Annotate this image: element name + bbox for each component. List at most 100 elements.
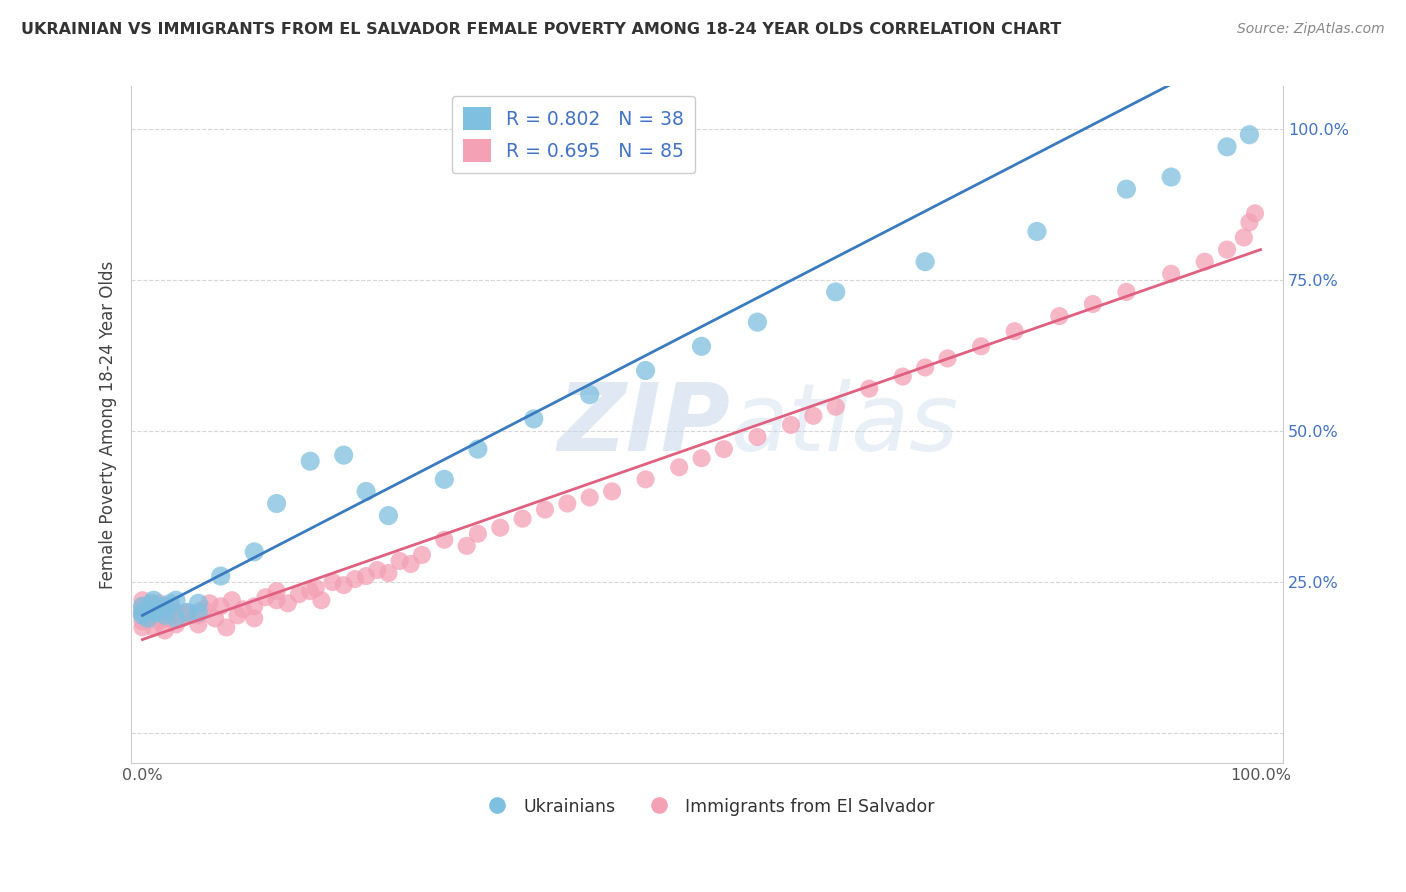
Point — [254, 591, 277, 605]
Point — [148, 596, 170, 610]
Point — [226, 608, 249, 623]
Point — [512, 511, 534, 525]
Point — [354, 569, 377, 583]
Point — [1216, 140, 1239, 154]
Point — [153, 602, 176, 616]
Text: atlas: atlas — [730, 379, 959, 470]
Point — [142, 620, 165, 634]
Point — [204, 611, 226, 625]
Point — [311, 593, 333, 607]
Y-axis label: Female Poverty Among 18-24 Year Olds: Female Poverty Among 18-24 Year Olds — [100, 260, 117, 589]
Point — [377, 508, 399, 523]
Point — [1233, 230, 1256, 244]
Point — [165, 617, 187, 632]
Point — [176, 605, 198, 619]
Point — [299, 584, 322, 599]
Point — [1115, 182, 1137, 196]
Text: UKRAINIAN VS IMMIGRANTS FROM EL SALVADOR FEMALE POVERTY AMONG 18-24 YEAR OLDS CO: UKRAINIAN VS IMMIGRANTS FROM EL SALVADOR… — [21, 22, 1062, 37]
Point — [634, 472, 657, 486]
Point — [634, 363, 657, 377]
Point — [1026, 224, 1049, 238]
Point — [187, 596, 209, 610]
Point — [970, 339, 993, 353]
Point — [1239, 215, 1261, 229]
Point — [399, 557, 422, 571]
Point — [277, 596, 299, 610]
Point — [243, 599, 266, 614]
Point — [1239, 128, 1261, 142]
Point — [824, 285, 846, 299]
Point — [176, 605, 198, 619]
Point — [1160, 267, 1182, 281]
Point — [165, 593, 187, 607]
Point — [914, 360, 936, 375]
Point — [690, 451, 713, 466]
Point — [266, 584, 288, 599]
Point — [433, 472, 456, 486]
Point — [232, 602, 254, 616]
Point — [165, 611, 187, 625]
Point — [467, 442, 489, 456]
Point — [136, 611, 159, 625]
Point — [187, 605, 209, 619]
Point — [170, 611, 193, 625]
Point — [411, 548, 433, 562]
Point — [148, 615, 170, 629]
Point — [343, 572, 366, 586]
Point — [131, 599, 153, 614]
Point — [1244, 206, 1267, 220]
Point — [489, 521, 512, 535]
Point — [578, 491, 600, 505]
Point — [801, 409, 824, 423]
Point — [159, 608, 181, 623]
Point — [243, 611, 266, 625]
Point — [332, 448, 354, 462]
Point — [131, 599, 153, 614]
Point — [1047, 309, 1070, 323]
Point — [198, 596, 221, 610]
Point — [209, 569, 232, 583]
Point — [193, 602, 215, 616]
Point — [153, 599, 176, 614]
Point — [780, 417, 803, 432]
Point — [266, 496, 288, 510]
Point — [1160, 169, 1182, 184]
Point — [153, 624, 176, 638]
Point — [914, 254, 936, 268]
Point — [388, 554, 411, 568]
Point — [578, 387, 600, 401]
Point — [1194, 254, 1216, 268]
Point — [176, 608, 198, 623]
Point — [824, 400, 846, 414]
Point — [713, 442, 735, 456]
Point — [165, 605, 187, 619]
Point — [145, 605, 167, 619]
Point — [936, 351, 959, 366]
Point — [534, 502, 557, 516]
Point — [131, 605, 153, 619]
Point — [891, 369, 914, 384]
Point — [131, 593, 153, 607]
Point — [1115, 285, 1137, 299]
Point — [136, 602, 159, 616]
Point — [1004, 324, 1026, 338]
Point — [690, 339, 713, 353]
Point — [266, 593, 288, 607]
Point — [858, 382, 880, 396]
Point — [142, 599, 165, 614]
Point — [187, 608, 209, 623]
Text: Source: ZipAtlas.com: Source: ZipAtlas.com — [1237, 22, 1385, 37]
Point — [377, 566, 399, 580]
Point — [523, 412, 546, 426]
Point — [1216, 243, 1239, 257]
Point — [1081, 297, 1104, 311]
Point — [332, 578, 354, 592]
Point — [142, 593, 165, 607]
Point — [131, 615, 153, 629]
Point — [141, 608, 163, 623]
Point — [136, 611, 159, 625]
Point — [467, 526, 489, 541]
Point — [668, 460, 690, 475]
Point — [131, 620, 153, 634]
Point — [557, 496, 579, 510]
